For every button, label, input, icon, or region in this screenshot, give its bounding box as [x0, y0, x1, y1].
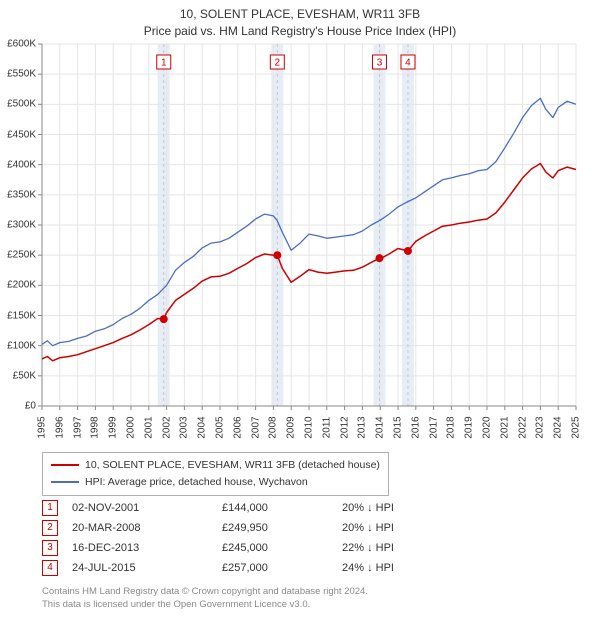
svg-text:2: 2 — [275, 58, 281, 69]
x-tick-label: 1995 — [37, 416, 48, 438]
x-tick-label: 2011 — [321, 417, 332, 439]
y-tick-label: £350K — [7, 189, 36, 200]
y-tick-label: £150K — [7, 310, 36, 321]
y-tick-label: £100K — [7, 340, 36, 351]
x-tick-label: 2006 — [232, 416, 243, 438]
y-tick-label: £50K — [13, 370, 36, 381]
x-tick-label: 2000 — [126, 416, 137, 438]
y-tick-label: £400K — [7, 159, 36, 170]
footer-line-1: Contains HM Land Registry data © Crown c… — [42, 586, 368, 599]
x-tick-label: 2013 — [357, 416, 368, 438]
legend-swatch-property — [51, 464, 79, 466]
event-number-box: 2 — [42, 520, 58, 536]
event-row: 3 16-DEC-2013£245,00022% ↓ HPI — [42, 538, 462, 558]
x-tick-label: 2007 — [250, 416, 261, 438]
y-tick-label: £550K — [7, 69, 36, 80]
event-price: £144,000 — [222, 498, 342, 518]
x-tick-label: 2010 — [304, 416, 315, 438]
y-axis: £0£50K£100K£150K£200K£250K£300K£350K£400… — [0, 44, 40, 406]
x-tick-label: 2019 — [464, 416, 475, 438]
event-number-box: 1 — [42, 500, 58, 516]
y-tick-label: £200K — [7, 280, 36, 291]
x-axis: 1995199619971998199920002001200220032004… — [42, 410, 576, 450]
title-line-1: 10, SOLENT PLACE, EVESHAM, WR11 3FB — [0, 6, 600, 23]
event-table: 1 02-NOV-2001£144,00020% ↓ HPI 2 20-MAR-200… — [42, 498, 462, 578]
x-tick-label: 1996 — [54, 416, 65, 438]
event-pct: 24% ↓ HPI — [342, 558, 462, 578]
svg-text:1: 1 — [161, 58, 167, 69]
footer: Contains HM Land Registry data © Crown c… — [42, 586, 368, 612]
event-price: £257,000 — [222, 558, 342, 578]
y-tick-label: £600K — [7, 39, 36, 50]
x-tick-label: 1999 — [108, 416, 119, 438]
title-line-2: Price paid vs. HM Land Registry's House … — [0, 23, 600, 40]
x-tick-label: 2009 — [286, 416, 297, 438]
x-tick-label: 2016 — [410, 416, 421, 438]
event-number-box: 3 — [42, 540, 58, 556]
x-tick-label: 2001 — [143, 416, 154, 438]
y-tick-label: £450K — [7, 129, 36, 140]
x-tick-label: 2015 — [393, 416, 404, 438]
svg-text:4: 4 — [405, 58, 411, 69]
event-number-box: 4 — [42, 560, 58, 576]
event-date: 24-JUL-2015 — [72, 558, 222, 578]
event-date: 20-MAR-2008 — [72, 518, 222, 538]
x-tick-label: 2005 — [215, 416, 226, 438]
chart-plot-area: 1 2 3 4 — [42, 44, 576, 406]
y-tick-label: £250K — [7, 250, 36, 261]
event-row: 1 02-NOV-2001£144,00020% ↓ HPI — [42, 498, 462, 518]
x-tick-label: 2022 — [517, 416, 528, 438]
x-tick-label: 2002 — [161, 416, 172, 438]
x-tick-label: 2023 — [535, 416, 546, 438]
x-tick-label: 2017 — [428, 416, 439, 438]
legend-row-property: 10, SOLENT PLACE, EVESHAM, WR11 3FB (det… — [51, 457, 380, 474]
x-tick-label: 1997 — [72, 416, 83, 438]
event-pct: 20% ↓ HPI — [342, 518, 462, 538]
legend-label-property: 10, SOLENT PLACE, EVESHAM, WR11 3FB (det… — [85, 457, 380, 474]
legend-row-hpi: HPI: Average price, detached house, Wych… — [51, 474, 380, 491]
x-tick-label: 2018 — [446, 416, 457, 438]
svg-text:3: 3 — [377, 58, 383, 69]
x-tick-label: 2025 — [571, 416, 582, 438]
legend-label-hpi: HPI: Average price, detached house, Wych… — [85, 474, 308, 491]
x-tick-label: 2020 — [482, 416, 493, 438]
y-tick-label: £500K — [7, 99, 36, 110]
x-tick-label: 2024 — [553, 416, 564, 438]
event-date: 02-NOV-2001 — [72, 498, 222, 518]
x-tick-label: 1998 — [90, 416, 101, 438]
event-price: £245,000 — [222, 538, 342, 558]
event-row: 2 20-MAR-2008£249,95020% ↓ HPI — [42, 518, 462, 538]
x-tick-label: 2021 — [499, 416, 510, 438]
event-price: £249,950 — [222, 518, 342, 538]
footer-line-2: This data is licensed under the Open Gov… — [42, 599, 368, 612]
x-tick-label: 2003 — [179, 416, 190, 438]
y-tick-label: £0 — [25, 401, 36, 412]
x-tick-label: 2014 — [375, 416, 386, 438]
x-tick-label: 2008 — [268, 416, 279, 438]
event-date: 16-DEC-2013 — [72, 538, 222, 558]
event-row: 4 24-JUL-2015£257,00024% ↓ HPI — [42, 558, 462, 578]
y-tick-label: £300K — [7, 220, 36, 231]
legend-swatch-hpi — [51, 481, 79, 483]
legend: 10, SOLENT PLACE, EVESHAM, WR11 3FB (det… — [42, 452, 389, 496]
x-tick-label: 2004 — [197, 416, 208, 438]
x-tick-label: 2012 — [339, 416, 350, 438]
event-pct: 22% ↓ HPI — [342, 538, 462, 558]
event-pct: 20% ↓ HPI — [342, 498, 462, 518]
chart-title: 10, SOLENT PLACE, EVESHAM, WR11 3FB Pric… — [0, 0, 600, 40]
chart-svg: 1 2 3 4 — [42, 44, 576, 406]
